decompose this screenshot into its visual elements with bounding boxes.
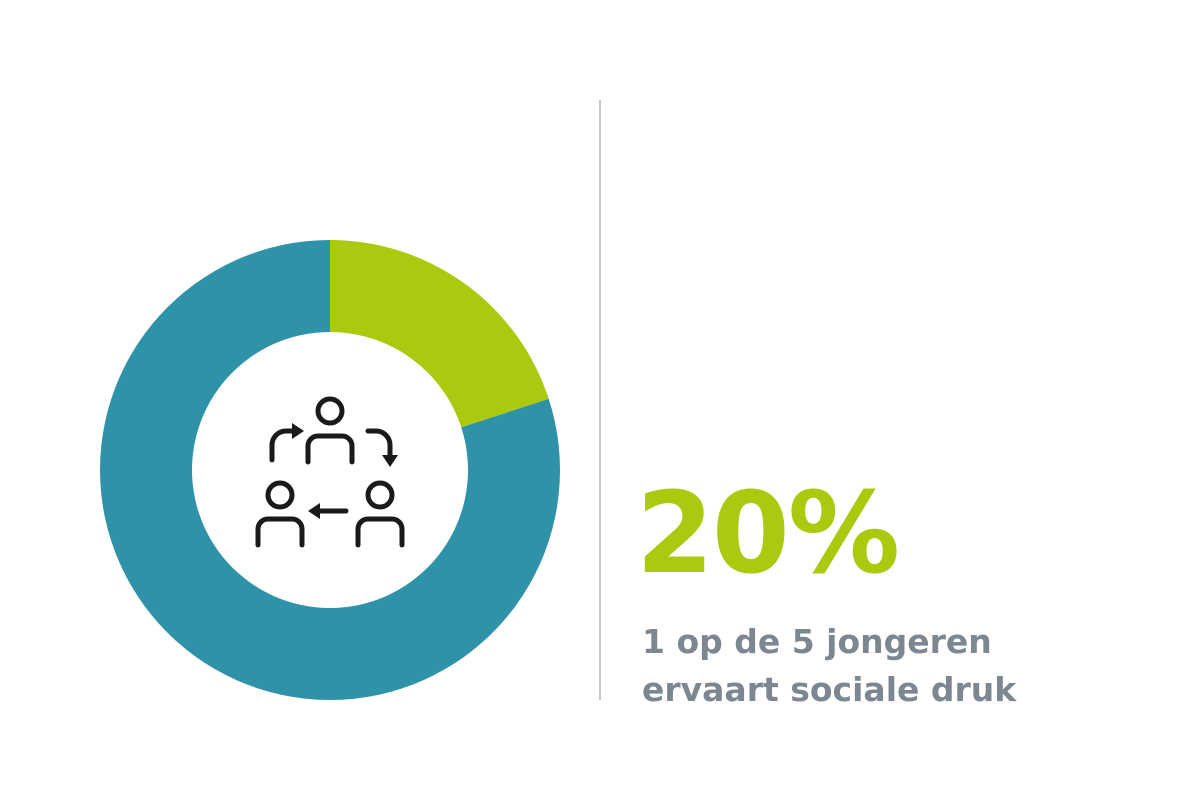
people-icon (255, 396, 405, 548)
donut-segment (330, 240, 549, 428)
caption: 1 op de 5 jongeren ervaart sociale druk (642, 622, 1017, 709)
highlight-value: 20% (636, 469, 900, 599)
arrow-heads (292, 423, 398, 519)
donut-segment (99, 240, 560, 700)
donut (99, 240, 560, 700)
